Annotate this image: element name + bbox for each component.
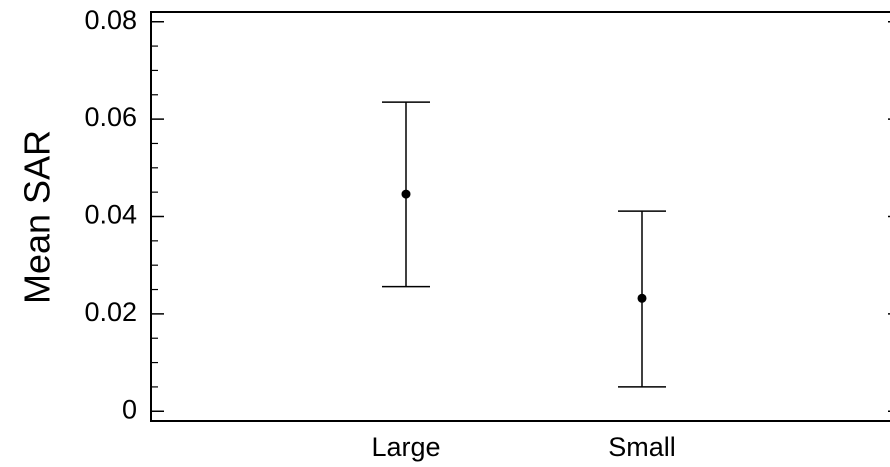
y-tick-label: 0.04 <box>84 200 137 230</box>
mean-point <box>637 293 647 303</box>
data-marks <box>382 101 666 388</box>
y-tick-label: 0.06 <box>84 102 137 132</box>
mean-point <box>401 189 411 199</box>
plot-frame <box>150 11 890 422</box>
y-tick-label: 0 <box>122 394 137 424</box>
x-category-label: Large <box>371 432 440 462</box>
y-axis-title: Mean SAR <box>17 130 58 304</box>
x-category-label: Small <box>608 432 676 462</box>
y-tick-label: 0.02 <box>84 297 137 327</box>
y-tick-labels: 0 0.02 0.04 0.06 0.08 <box>84 5 137 425</box>
x-tick-labels: Large Small <box>371 432 675 462</box>
y-ticks <box>151 20 890 413</box>
y-tick-label: 0.08 <box>84 5 137 35</box>
